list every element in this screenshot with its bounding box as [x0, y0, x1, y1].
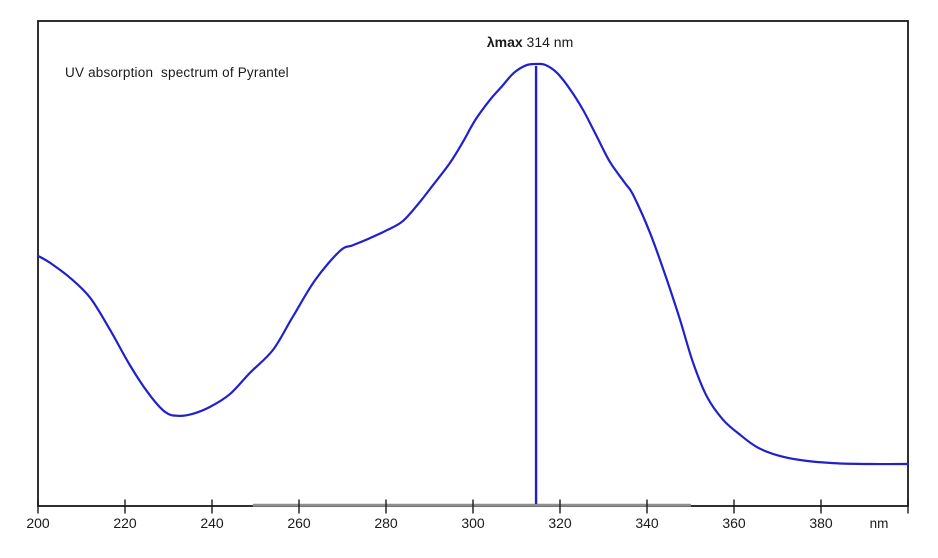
x-tick-label-220: 220 [113, 515, 137, 531]
x-tick-label-340: 340 [635, 515, 659, 531]
peak-annotation-value: 314 nm [522, 34, 574, 50]
plot-box-border [37, 20, 909, 507]
x-axis-unit-label: nm [869, 516, 889, 531]
x-tick-label-280: 280 [374, 515, 398, 531]
peak-annotation-lambda-max: λmax [486, 34, 523, 50]
x-tick-label-260: 260 [287, 515, 311, 531]
x-tick-label-300: 300 [461, 515, 485, 531]
absorption-spectrum-curve [36, 62, 910, 466]
x-tick-label-240: 240 [200, 515, 224, 531]
x-tick-label-380: 380 [809, 515, 833, 531]
x-tick-label-320: 320 [548, 515, 572, 531]
x-tick-label-360: 360 [722, 515, 746, 531]
chart-title: UV absorption spectrum of Pyrantel [65, 65, 289, 80]
x-tick-label-200: 200 [26, 515, 50, 531]
peak-annotation: λmax 314 nm [487, 34, 573, 50]
